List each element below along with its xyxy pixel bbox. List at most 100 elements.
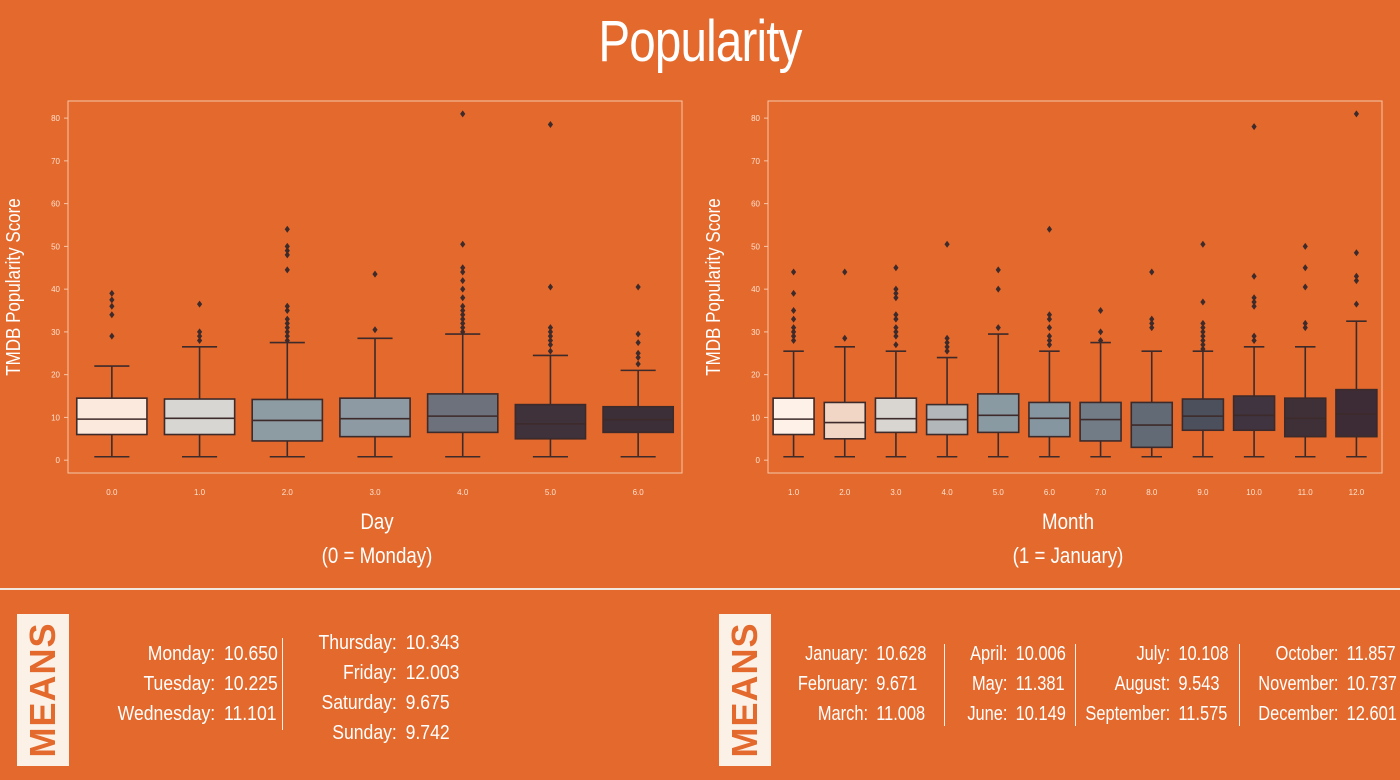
month-box-4.0 xyxy=(925,240,969,458)
month-means-separator-2 xyxy=(1075,644,1076,726)
month-box-3.0 xyxy=(874,264,918,458)
day-y-tick-label: 70 xyxy=(51,157,60,166)
day-mean-row: Thursday: 10.343 xyxy=(300,628,467,658)
outlier-point xyxy=(460,302,466,310)
month-box-12.0 xyxy=(1335,110,1378,458)
outlier-point xyxy=(460,307,466,315)
month-box-8.0 xyxy=(1130,268,1174,458)
day-box-6.0 xyxy=(602,283,675,458)
day-mean-row: Sunday: 9.742 xyxy=(300,718,467,748)
outlier-point xyxy=(790,315,797,323)
month-y-tick-label: 30 xyxy=(751,328,760,337)
month-mean-value: 11.381 xyxy=(1015,673,1065,695)
outlier-point xyxy=(547,283,554,291)
day-mean-row: Tuesday: 10.225 xyxy=(92,669,286,699)
outlier-point xyxy=(460,311,466,319)
outlier-point xyxy=(460,277,466,285)
outlier-point xyxy=(944,343,950,351)
outlier-point xyxy=(1200,345,1206,353)
month-mean-value: 12.601 xyxy=(1346,703,1397,725)
month-mean-row: October: 11.857 xyxy=(1245,639,1400,669)
iqr-box xyxy=(1028,401,1071,438)
month-mean-row: June: 10.149 xyxy=(955,699,1073,729)
month-x-tick-label: 10.0 xyxy=(1246,488,1262,497)
outlier-point xyxy=(635,330,641,338)
outlier-point xyxy=(547,347,554,355)
month-mean-row: March: 11.008 xyxy=(786,699,932,729)
outlier-point xyxy=(547,341,554,349)
outlier-point xyxy=(284,247,290,255)
outlier-point xyxy=(372,270,378,278)
outlier-point xyxy=(893,285,899,293)
month-mean-name: May: xyxy=(971,673,1008,695)
month-x-tick-label: 1.0 xyxy=(788,488,800,497)
month-box-2.0 xyxy=(823,268,867,458)
outlier-point xyxy=(196,328,203,336)
outlier-point xyxy=(1149,315,1155,323)
outlier-point xyxy=(790,268,797,276)
month-means-column-2: April: 10.006 May: 11.381 June: 10.149 xyxy=(955,639,1073,729)
day-y-tick-label: 0 xyxy=(56,456,61,465)
month-means-label: MEANS xyxy=(724,622,765,758)
month-mean-name: November: xyxy=(1258,673,1339,695)
outlier-point xyxy=(460,328,466,336)
month-y-tick-label: 60 xyxy=(751,200,760,209)
outlier-point xyxy=(109,289,115,297)
outlier-point xyxy=(893,324,899,332)
iqr-box xyxy=(1079,401,1122,442)
month-mean-name: July: xyxy=(1136,643,1171,665)
outlier-point xyxy=(284,315,290,323)
outlier-point xyxy=(1251,302,1257,310)
day-box-plot: 0 10 20 30 40 50 60 70 80 TMDB Popularity Score 0.… xyxy=(2,100,683,497)
outlier-point xyxy=(1251,272,1257,280)
month-y-tick-label: 80 xyxy=(751,114,760,123)
outlier-point xyxy=(1046,336,1053,344)
day-x-tick-label: 3.0 xyxy=(369,488,381,497)
outlier-point xyxy=(944,240,950,248)
outlier-point xyxy=(1097,336,1104,344)
outlier-point xyxy=(284,328,290,336)
month-mean-name: September: xyxy=(1085,703,1171,725)
day-mean-name: Sunday: xyxy=(332,722,397,744)
outlier-point xyxy=(1302,283,1308,291)
outlier-point xyxy=(1149,268,1155,276)
outlier-point xyxy=(1200,324,1206,332)
outlier-point xyxy=(460,285,466,293)
outlier-point xyxy=(460,110,466,118)
outlier-point xyxy=(1251,336,1257,344)
iqr-box xyxy=(1181,398,1225,432)
day-mean-name: Thursday: xyxy=(318,632,397,654)
day-box-5.0 xyxy=(514,121,587,458)
month-mean-name: April: xyxy=(970,643,1008,665)
month-mean-value: 10.108 xyxy=(1178,643,1229,665)
outlier-point xyxy=(1200,328,1206,336)
month-x-tick-label: 12.0 xyxy=(1349,488,1365,497)
outlier-point xyxy=(995,266,1001,274)
month-mean-name: February: xyxy=(797,673,868,695)
day-mean-value: 11.101 xyxy=(224,703,277,725)
outlier-point xyxy=(109,332,115,340)
outlier-point xyxy=(284,251,290,259)
outlier-point xyxy=(1353,300,1360,308)
month-mean-name: August: xyxy=(1114,673,1171,695)
outlier-point xyxy=(1200,240,1206,248)
outlier-point xyxy=(284,332,290,340)
outlier-point xyxy=(1353,272,1360,280)
day-x-tick-label: 0.0 xyxy=(106,488,118,497)
day-mean-name: Monday: xyxy=(147,643,216,665)
iqr-box xyxy=(1232,395,1276,432)
month-mean-value: 10.006 xyxy=(1015,643,1066,665)
outlier-point xyxy=(284,324,290,332)
day-y-tick-label: 10 xyxy=(51,413,60,422)
month-mean-name: January: xyxy=(805,643,868,665)
month-x-tick-label: 11.0 xyxy=(1298,488,1314,497)
day-mean-name: Saturday: xyxy=(321,692,397,714)
day-x-tick-label: 4.0 xyxy=(457,488,469,497)
outlier-point xyxy=(460,264,466,272)
month-x-tick-label: 2.0 xyxy=(839,488,851,497)
iqr-box xyxy=(339,397,411,438)
outlier-point xyxy=(842,334,848,342)
day-mean-name: Wednesday: xyxy=(117,703,216,725)
month-mean-value: 10.628 xyxy=(876,643,927,665)
day-y-tick-label: 30 xyxy=(51,328,60,337)
